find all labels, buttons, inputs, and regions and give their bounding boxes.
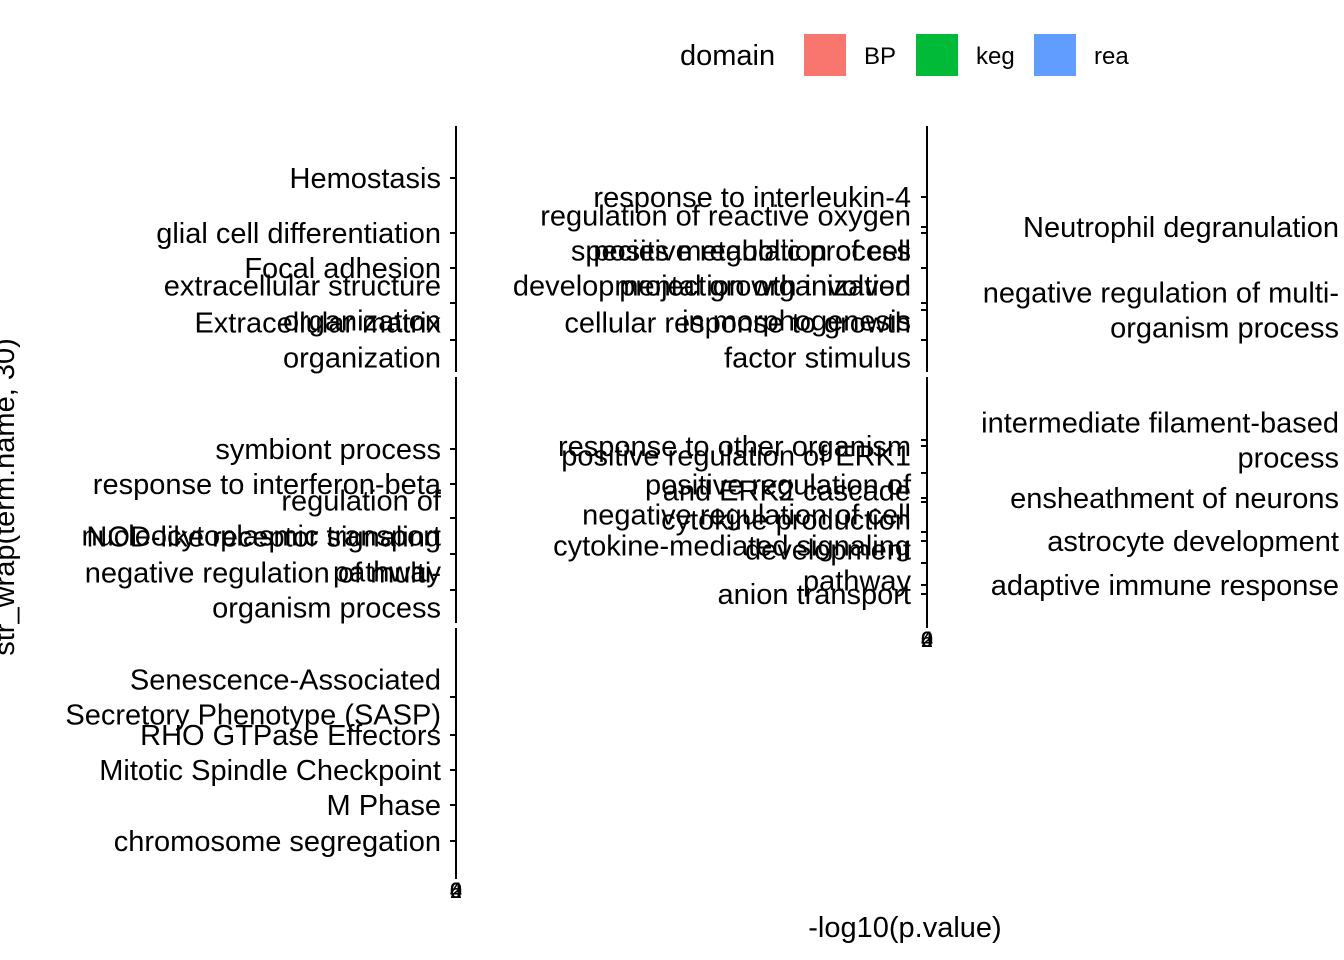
x-tick-label: 2 xyxy=(921,627,933,652)
category-label: adaptive immune response xyxy=(991,570,1339,602)
facet-panels: Hemostasis glial cell differentiationFoca… xyxy=(65,126,1339,903)
legend-key xyxy=(916,34,958,76)
legend-key xyxy=(1034,34,1076,76)
legend-label: keg xyxy=(976,43,1015,70)
x-tick-label: 6 xyxy=(450,878,462,903)
category-label: response to interleukin-4 xyxy=(593,182,911,214)
y-axis-title: str_wrap(term.name, 30) xyxy=(0,338,21,656)
category-label: NOD-like receptor signaling pathway xyxy=(86,522,441,589)
category-label: anion transport xyxy=(718,579,911,611)
legend-entry: keg xyxy=(916,34,1015,76)
category-label: RHO GTPase Effectors xyxy=(140,720,441,752)
category-label: M Phase xyxy=(327,790,441,822)
x-tick-label: 6 xyxy=(921,627,933,652)
category-label: negative regulation of cell development xyxy=(582,500,911,567)
category-label: astrocyte development xyxy=(1047,526,1339,558)
facet-panel: Neutrophil degranulation negative regulat… xyxy=(921,126,1339,372)
category-label: cellular response to growth factor stimul… xyxy=(564,308,911,375)
category-label: symbiont process xyxy=(215,434,441,466)
x-tick-label: 4 xyxy=(450,878,462,903)
legend-entries: BP keg rea xyxy=(804,34,1129,76)
category-label: response to other organism xyxy=(558,431,911,463)
category-label: chromosome segregation xyxy=(114,826,441,858)
legend-label: BP xyxy=(864,43,896,70)
x-tick-label: 0 xyxy=(450,878,462,903)
legend-label: rea xyxy=(1094,43,1129,70)
category-label: Mitotic Spindle Checkpoint xyxy=(99,755,441,787)
category-label: response to interferon-beta xyxy=(93,469,442,501)
category-label: Senescence-Associated Secretory Phenotype… xyxy=(65,665,441,732)
legend-entry: BP xyxy=(804,34,896,76)
category-label: cytokine-mediated signaling pathway xyxy=(553,531,911,598)
legend-title: domain xyxy=(680,40,775,72)
x-tick-label: 4 xyxy=(921,627,933,652)
facet-panel: Senescence-Associated Secretory Phenotype… xyxy=(65,628,457,874)
category-label: glial cell differentiation xyxy=(156,218,441,250)
facet-panel: intermediate filament-based process enshea… xyxy=(921,377,1339,623)
category-label: negative regulation of multi-organism pr… xyxy=(85,558,441,625)
category-label: extracellular structure organization xyxy=(164,271,441,338)
category-label: Extracellular matrix organization xyxy=(194,308,441,375)
x-tick-label: 2 xyxy=(450,878,462,903)
legend: domain BP keg rea xyxy=(680,34,1129,76)
category-label: positive regulation of ERK1 and ERK2 casc… xyxy=(561,441,911,508)
legend-key xyxy=(804,34,846,76)
category-label: intermediate filament-based process xyxy=(981,408,1339,475)
category-label: regulation of nucleocytoplasmic transport xyxy=(82,486,442,553)
category-label: positive regulation of cell projection or… xyxy=(593,236,911,303)
category-label: negative regulation of multi-organism pr… xyxy=(983,278,1339,345)
x-axis-title: -log10(p.value) xyxy=(808,912,1001,944)
x-tick-label: 0 xyxy=(921,627,933,652)
category-label: Hemostasis xyxy=(290,163,442,195)
legend-entry: rea xyxy=(1034,34,1129,76)
category-label: regulation of reactive oxygen species met… xyxy=(540,201,911,268)
category-label: Neutrophil degranulation xyxy=(1023,212,1339,244)
facet-panel: Hemostasis glial cell differentiationFoca… xyxy=(156,126,457,375)
category-label: developmental growth involved in morphoge… xyxy=(513,271,911,338)
category-label: ensheathment of neurons xyxy=(1010,483,1339,515)
category-label: Focal adhesion xyxy=(244,253,441,285)
category-label: positive regulation of cytokine productio… xyxy=(645,470,912,537)
